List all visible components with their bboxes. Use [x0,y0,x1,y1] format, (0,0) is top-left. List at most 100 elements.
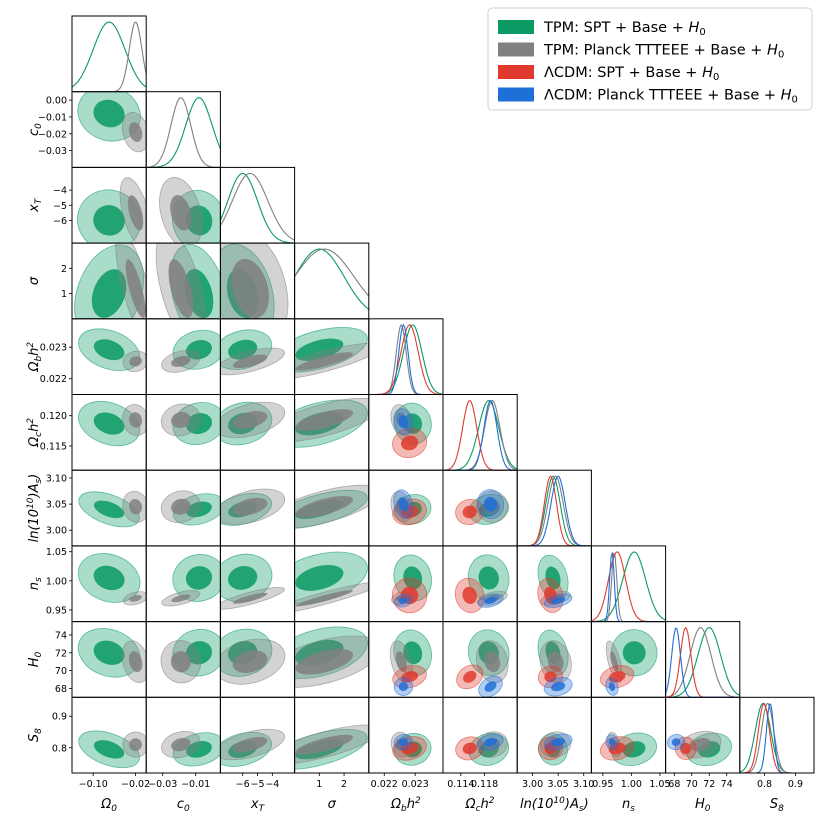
legend-label-tpm_spt: TPM: SPT + Base + H0 [543,20,706,38]
marginal-curve-tpm_planck [146,97,221,168]
contour-68-tpm_planck [232,411,268,429]
x-tick-label: 1.05 [649,779,670,790]
contour-68-lcdm_spt [462,505,477,519]
contour-68-lcdm_planck [398,597,408,604]
contour-68-tpm_planck [232,592,268,604]
x-tick-label: 3.00 [522,779,543,790]
contour-68-tpm_spt [622,641,646,665]
marginal-Omega_0 [71,21,147,93]
contour-68-lcdm_planck [398,682,409,692]
x-tick-label: 3.05 [548,779,569,790]
contour-68-lcdm_planck [484,738,497,747]
marginal-curve-tpm_planck [665,627,740,698]
panel-ln10As-vs-omega_b [390,489,432,526]
contour-68-lcdm_planck [398,496,409,512]
panel-H_0-vs-omega_c [456,629,510,698]
contour-68-lcdm_planck [608,738,616,746]
marginal-curve-lcdm_planck [368,323,443,396]
y-axis-label-ln10As: ln(1010)As) [26,474,44,543]
panel-n_s-vs-omega_b [391,554,433,614]
y-axis-label-n_s: ns [27,577,44,590]
x-axis-label-x_T: xT [250,797,266,814]
contour-68-lcdm_spt [401,435,419,451]
contour-68-tpm_planck [171,594,191,603]
panel-S_8-vs-ln10As [537,731,573,766]
legend-swatch-lcdm_planck [498,87,534,102]
contour-68-tpm_spt [295,564,344,591]
x-axis-label-c_0: c0 [177,797,190,814]
x-axis-label-S_8: S8 [770,797,784,814]
y-tick-label: 2 [61,264,67,275]
y-axis-label-c_0: c0 [27,123,44,136]
x-tick-label: −0.02 [121,779,150,790]
contour-68-tpm_planck [295,409,354,431]
y-tick-label: 0.00 [46,96,67,107]
contour-68-tpm_planck [125,259,146,318]
contour-68-tpm_planck [295,495,354,518]
panel-frame [368,318,444,395]
contour-68-tpm_spt [186,501,212,518]
contour-68-tpm_planck [232,736,268,753]
marginal-curve-lcdm_planck [443,400,518,471]
legend-swatch-tpm_planck [498,42,534,57]
y-tick-label: 1 [61,289,67,300]
legend-label-tpm_planck: TPM: Planck TTTEEE + Base + H0 [543,43,784,61]
x-tick-label: 74 [721,779,733,790]
contour-68-tpm_spt [93,339,125,361]
legend: TPM: SPT + Base + H0 TPM: Planck TTTEEE +… [487,7,813,111]
panel-omega_c-vs-x_T [220,401,286,446]
y-tick-label: 68 [55,684,67,695]
x-tick-label: 0.9 [788,779,803,790]
y-tick-label: 0.120 [40,411,67,422]
contour-68-tpm_spt [228,566,258,590]
marginal-curve-lcdm_planck [517,475,592,547]
panel-x_T-vs-Omega_0 [77,177,147,244]
contour-68-tpm_planck [129,594,142,602]
contour-68-lcdm_spt [462,742,477,755]
panel-sigma-vs-x_T [220,243,289,319]
contour-68-lcdm_spt [608,671,626,683]
panel-omega_b-vs-sigma [294,326,369,380]
contour-68-tpm_spt [185,205,213,236]
panel-H_0-vs-c_0 [160,628,221,684]
x-tick-label: 0.8 [757,779,772,790]
marginal-curve-lcdm_spt [443,400,518,471]
y-tick-label: 74 [55,630,67,641]
panel-S_8-vs-c_0 [161,730,221,767]
contour-68-tpm_planck [128,651,143,673]
contour-68-tpm_planck [128,122,143,142]
contour-68-lcdm_planck [398,415,409,429]
y-tick-label: 3.00 [46,526,67,537]
contour-68-tpm_planck [295,352,353,371]
contour-68-tpm_planck [231,258,269,319]
panel-omega_b-vs-x_T [220,329,285,376]
panel-S_8-vs-n_s [599,731,658,767]
contour-68-tpm_spt [185,566,213,590]
contour-68-tpm_planck [295,734,353,755]
panel-omega_c-vs-sigma [294,397,369,448]
panel-frame [590,545,667,623]
contour-68-tpm_spt [403,641,423,665]
panel-frame [294,242,370,320]
x-tick-label: 0.022 [371,779,398,790]
marginal-curve-tpm_spt [443,399,518,471]
marginal-curve-tpm_planck [294,248,370,297]
panel-S_8-vs-omega_c [455,731,510,766]
panel-frame [219,166,296,244]
contour-68-lcdm_planck [608,682,616,691]
contour-68-tpm_planck [610,651,619,673]
y-tick-label: 0.022 [40,374,67,385]
y-tick-label: 70 [55,666,67,677]
panel-H_0-vs-sigma [294,626,369,688]
panel-ln10As-vs-sigma [294,484,369,529]
contour-68-tpm_planck [295,590,353,607]
contour-68-tpm_planck [232,650,268,673]
marginal-curve-lcdm_spt [591,551,666,623]
legend-label-lcdm_spt: ΛCDM: SPT + Base + H0 [544,65,719,83]
contour-68-lcdm_planck [551,737,566,747]
contour-68-tpm_planck [547,651,564,673]
contour-68-tpm_spt [93,740,125,759]
contour-68-tpm_planck [295,648,354,675]
panel-omega_c-vs-c_0 [160,402,221,445]
contour-68-tpm_planck [129,738,142,751]
